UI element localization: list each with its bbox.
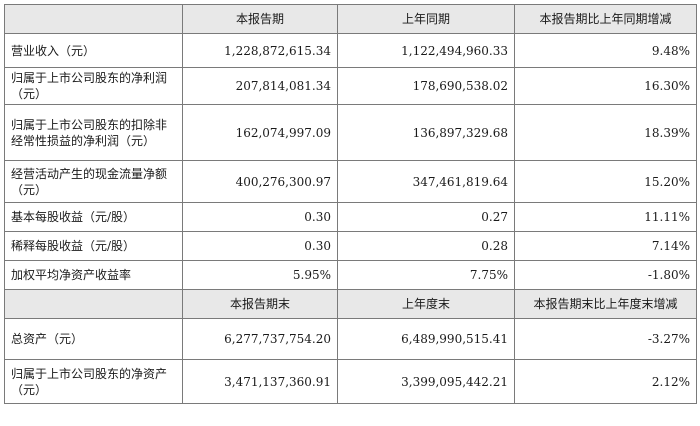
prior-value: 0.27 (337, 202, 515, 232)
row-label: 总资产（元） (4, 318, 183, 360)
table-header-row: 本报告期 上年同期 本报告期比上年同期增减 (4, 4, 697, 34)
table-row: 加权平均净资产收益率 5.95% 7.75% -1.80% (4, 260, 697, 290)
prior-value: 7.75% (337, 260, 515, 290)
current-value: 162,074,997.09 (182, 104, 338, 161)
table-row: 总资产（元） 6,277,737,754.20 6,489,990,515.41… (4, 318, 697, 360)
table-row: 归属于上市公司股东的净利润（元） 207,814,081.34 178,690,… (4, 67, 697, 105)
header-period-end: 本报告期末 (182, 289, 338, 319)
table-row: 归属于上市公司股东的扣除非经常性损益的净利润（元） 162,074,997.09… (4, 104, 697, 161)
current-value: 207,814,081.34 (182, 67, 338, 105)
current-value: 3,471,137,360.91 (182, 359, 338, 404)
prior-value: 0.28 (337, 231, 515, 261)
financial-summary-table: 本报告期 上年同期 本报告期比上年同期增减 营业收入（元） 1,228,872,… (4, 4, 697, 404)
prior-value: 3,399,095,442.21 (337, 359, 515, 404)
table-header-row: 本报告期末 上年度末 本报告期末比上年度末增减 (4, 289, 697, 319)
row-label: 基本每股收益（元/股） (4, 202, 183, 232)
header-blank-cell (4, 4, 183, 34)
row-label: 加权平均净资产收益率 (4, 260, 183, 290)
change-value: 7.14% (514, 231, 697, 261)
change-value: 16.30% (514, 67, 697, 105)
header-prior-period: 上年同期 (337, 4, 515, 34)
current-value: 400,276,300.97 (182, 160, 338, 203)
row-label: 归属于上市公司股东的净资产（元） (4, 359, 183, 404)
header-current-period: 本报告期 (182, 4, 338, 34)
prior-value: 1,122,494,960.33 (337, 33, 515, 68)
prior-value: 136,897,329.68 (337, 104, 515, 161)
row-label: 归属于上市公司股东的净利润（元） (4, 67, 183, 105)
change-value: -1.80% (514, 260, 697, 290)
table-row: 归属于上市公司股东的净资产（元） 3,471,137,360.91 3,399,… (4, 359, 697, 404)
change-value: 2.12% (514, 359, 697, 404)
row-label: 经营活动产生的现金流量净额（元） (4, 160, 183, 203)
current-value: 0.30 (182, 202, 338, 232)
table-row: 营业收入（元） 1,228,872,615.34 1,122,494,960.3… (4, 33, 697, 68)
current-value: 1,228,872,615.34 (182, 33, 338, 68)
change-value: 9.48% (514, 33, 697, 68)
change-value: 11.11% (514, 202, 697, 232)
header-change: 本报告期比上年同期增减 (514, 4, 697, 34)
table-row: 基本每股收益（元/股） 0.30 0.27 11.11% (4, 202, 697, 232)
change-value: 18.39% (514, 104, 697, 161)
header-prior-year-end: 上年度末 (337, 289, 515, 319)
prior-value: 178,690,538.02 (337, 67, 515, 105)
current-value: 6,277,737,754.20 (182, 318, 338, 360)
prior-value: 347,461,819.64 (337, 160, 515, 203)
header-change: 本报告期末比上年度末增减 (514, 289, 697, 319)
row-label: 营业收入（元） (4, 33, 183, 68)
prior-value: 6,489,990,515.41 (337, 318, 515, 360)
current-value: 5.95% (182, 260, 338, 290)
current-value: 0.30 (182, 231, 338, 261)
row-label: 稀释每股收益（元/股） (4, 231, 183, 261)
table-row: 稀释每股收益（元/股） 0.30 0.28 7.14% (4, 231, 697, 261)
change-value: -3.27% (514, 318, 697, 360)
table-row: 经营活动产生的现金流量净额（元） 400,276,300.97 347,461,… (4, 160, 697, 203)
change-value: 15.20% (514, 160, 697, 203)
header-blank-cell (4, 289, 183, 319)
row-label: 归属于上市公司股东的扣除非经常性损益的净利润（元） (4, 104, 183, 161)
